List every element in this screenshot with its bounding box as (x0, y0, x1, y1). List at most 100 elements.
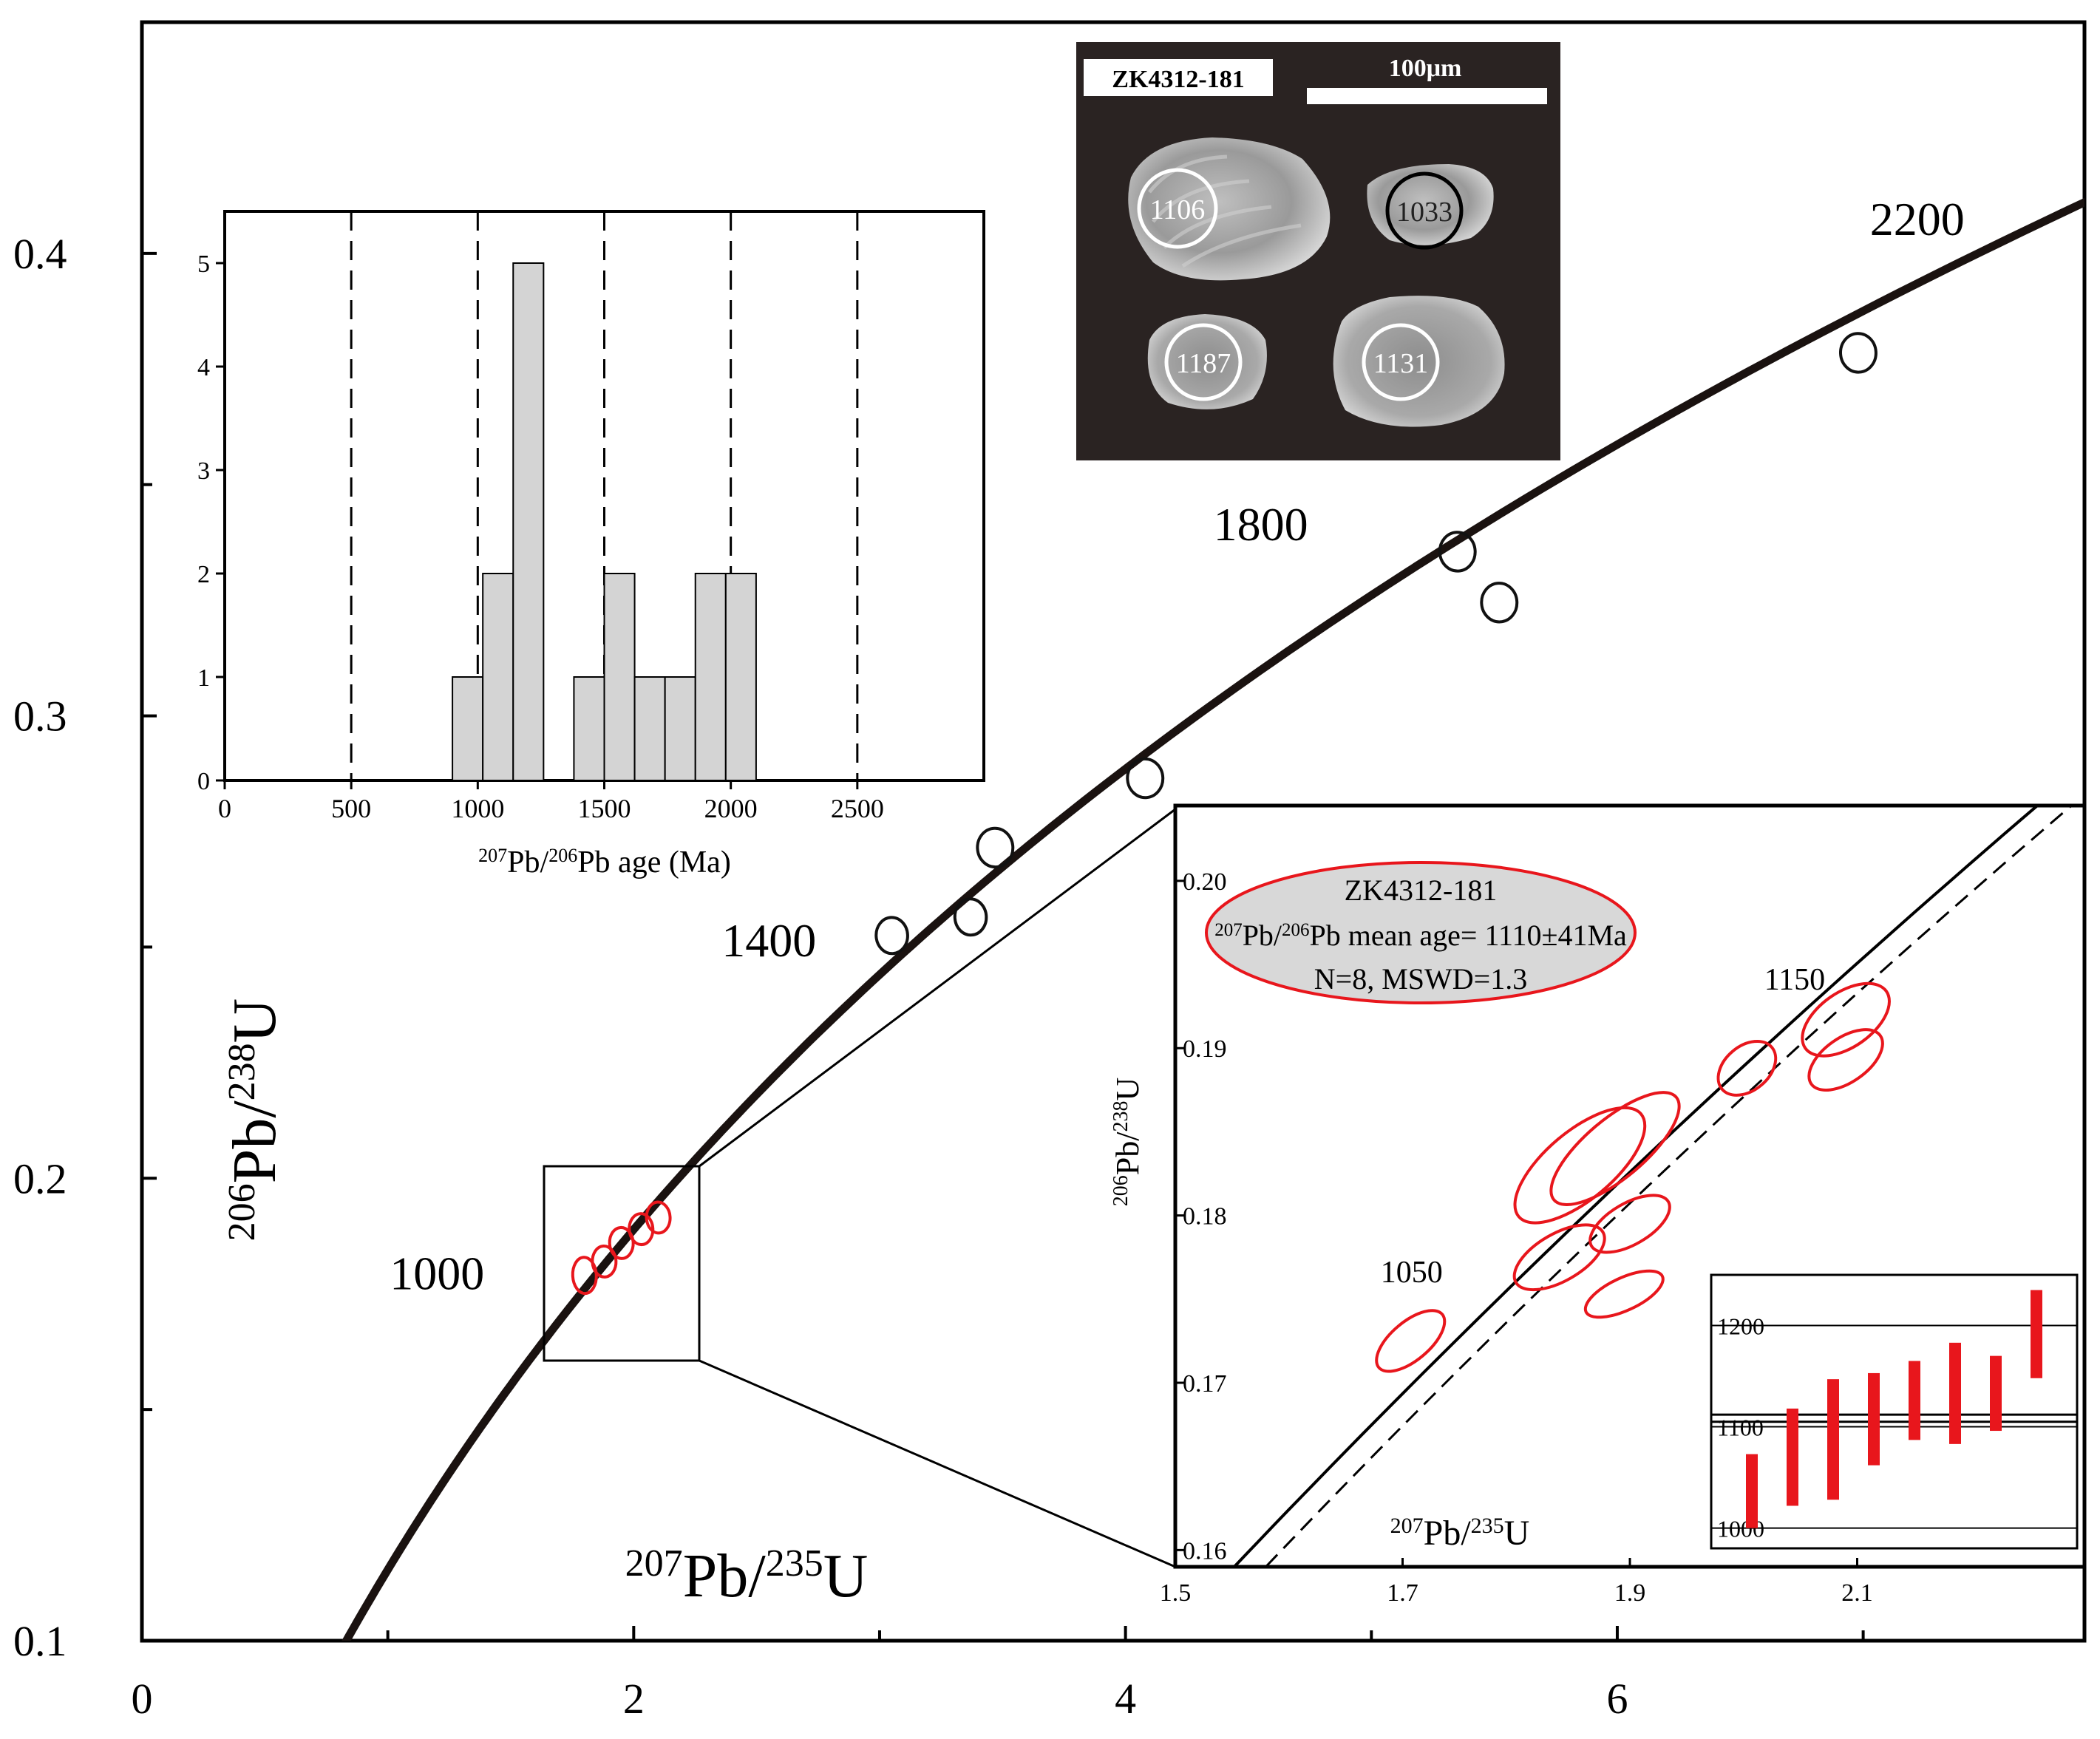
info-mswd: N=8, MSWD=1.3 (1314, 962, 1527, 996)
mean-age-error-bar (1990, 1355, 2002, 1432)
mean-age-info-ellipse (1205, 861, 1637, 1004)
histogram-x-tick-label: 2000 (704, 794, 758, 823)
zoom-data-ellipse (1807, 1028, 1884, 1092)
histogram-x-tick-label: 1500 (578, 794, 631, 823)
zoom-y-axis-title: 206Pb/238U (1110, 1078, 1146, 1206)
zoom-y-tick-label: 0.18 (1183, 1203, 1227, 1231)
histogram-bar (512, 262, 545, 781)
histogram-y-tick-label: 4 (197, 354, 210, 381)
cl-sample-label: ZK4312-181 (1112, 66, 1244, 93)
zoom-x-tick-label: 2.1 (1841, 1579, 1873, 1607)
zoom-data-ellipse (1513, 1106, 1647, 1225)
cl-spot-circle (1164, 323, 1243, 401)
main-tick-labels: 0 2 4 6 0.1 0.2 0.3 0.4 (13, 230, 1628, 1723)
data-ellipse (976, 826, 1015, 869)
histogram-bar (482, 573, 514, 781)
main-y-axis-title: 206Pb/238U (220, 998, 289, 1242)
zircon-zoning (1148, 154, 1302, 268)
zoom-red-ellipses (1375, 981, 1891, 1373)
histogram-bar (724, 573, 757, 781)
zoom-data-ellipse (1801, 981, 1891, 1058)
y-tick-label: 0.4 (13, 230, 67, 278)
y-tick-label: 0.1 (13, 1617, 67, 1665)
data-ellipse-red (645, 1200, 672, 1235)
zoom-data-ellipse (1512, 1223, 1606, 1292)
histogram-y-tick-label: 0 (197, 768, 210, 795)
histogram-bar (633, 676, 666, 781)
mean-age-error-bar (1827, 1379, 1839, 1500)
cl-spot-label: 1106 (1150, 194, 1206, 225)
zoom-data-ellipse (1375, 1309, 1447, 1373)
concordia-curve (341, 197, 2084, 1641)
info-sample-name: ZK4312-181 (1345, 874, 1498, 907)
main-x-axis-title: 207Pb/235U (625, 1542, 869, 1610)
zoom-data-ellipse (1583, 1269, 1665, 1319)
mean-age-error-bar (1746, 1454, 1758, 1528)
cl-spot-label: 1131 (1373, 348, 1429, 379)
histogram-y-tick-label: 5 (197, 251, 210, 278)
concordia-age-label: 2200 (1870, 193, 1965, 245)
data-ellipse-red (591, 1244, 618, 1279)
histogram-bar (664, 676, 696, 781)
concordia-age-label: 1800 (1214, 498, 1308, 551)
zoom-age-label: 1050 (1381, 1256, 1443, 1290)
histogram-y-tick-label: 3 (197, 457, 210, 485)
mean-age-error-bar (2031, 1290, 2042, 1378)
zoom-y-tick-label: 0.16 (1183, 1537, 1227, 1565)
zoom-age-label: 1150 (1764, 963, 1825, 997)
data-ellipse (1126, 757, 1165, 800)
x-tick-label: 4 (1115, 1675, 1136, 1723)
histogram-x-tick-label: 500 (331, 794, 371, 823)
zoom-x-tick-label: 1.5 (1160, 1579, 1192, 1607)
zoom-y-tick-label: 0.19 (1183, 1035, 1227, 1063)
cl-image: ZK4312-181 100μm 1106 1033 1187 1131 (1076, 42, 1560, 460)
mean-age-plot-frame (1710, 1273, 2079, 1550)
zoom-box (543, 1165, 701, 1362)
histogram-x-tick-label: 2500 (831, 794, 884, 823)
data-ellipse (953, 897, 988, 937)
zoom-x-tick-label: 1.7 (1387, 1579, 1418, 1607)
mean-age-error-bars (1746, 1290, 2042, 1528)
histogram-x-tick-label: 1000 (451, 794, 504, 823)
cl-scale-label: 100μm (1389, 55, 1462, 82)
histogram-bars (452, 262, 757, 781)
main-age-labels: 1000 1400 1800 2200 (390, 193, 1965, 1300)
zircon-grain (1128, 137, 1331, 281)
histogram-bar (573, 676, 605, 781)
x-tick-label: 6 (1606, 1675, 1628, 1723)
zoom-connector-bottom (699, 1359, 1176, 1568)
x-tick-label: 0 (132, 1675, 153, 1723)
info-mean-age: 207Pb/206Pb mean age= 1110±41Ma (1214, 919, 1627, 952)
zoom-data-ellipse (1549, 1091, 1681, 1206)
histogram-ticks: 0 500 1000 1500 2000 2500 0 1 2 3 4 5 (197, 251, 884, 823)
data-ellipse (1838, 332, 1878, 374)
cl-sample-label-box (1084, 59, 1273, 96)
zoom-data-ellipse (1588, 1194, 1671, 1254)
mean-age-error-bar (1787, 1408, 1798, 1506)
zoom-concordia-curve (1231, 806, 2040, 1567)
histogram-x-tick-label: 0 (218, 794, 231, 823)
histogram-x-axis-title: 207Pb/206Pb age (Ma) (478, 845, 731, 880)
main-red-ellipses (571, 1200, 672, 1296)
mean-age-error-bar (1868, 1372, 1880, 1466)
main-black-ellipses (874, 332, 1878, 956)
mean-age-error-bar (1949, 1342, 1961, 1444)
histogram-bar (603, 573, 636, 781)
zoom-x-axis-title: 207Pb/235U (1390, 1514, 1530, 1553)
histogram-y-tick-label: 2 (197, 561, 210, 588)
zoom-y-tick-label: 0.17 (1183, 1370, 1227, 1398)
data-ellipse (1480, 582, 1519, 624)
zoom-y-tick-label: 0.20 (1183, 868, 1227, 896)
data-ellipse (874, 916, 909, 956)
mean-age-error-bar (1909, 1361, 1920, 1440)
zoom-concordia-plot: 1.5 1.7 1.9 2.1 0.16 0.17 0.18 0.19 0.20 1050 115… (1110, 803, 2087, 1607)
mean-plot-tick-label: 1200 (1717, 1313, 1764, 1340)
zircon-grain (1333, 296, 1505, 427)
zoom-ticks: 1.5 1.7 1.9 2.1 0.16 0.17 0.18 0.19 0.20 (1160, 868, 1873, 1607)
cl-spot-label: 1033 (1396, 197, 1452, 228)
mean-plot-tick-label: 1100 (1717, 1415, 1764, 1441)
histogram-bar (452, 676, 484, 781)
